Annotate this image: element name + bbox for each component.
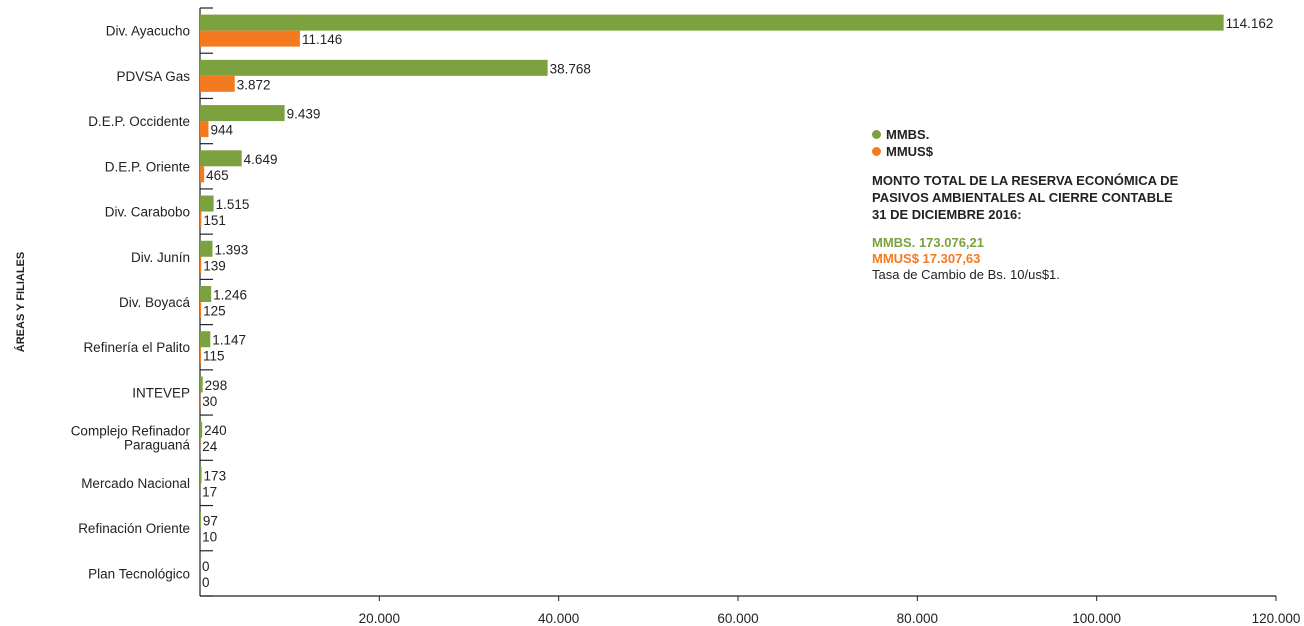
category-label: D.E.P. Oriente (105, 159, 190, 174)
category-label-line: Complejo Refinador (71, 424, 191, 439)
bar-mmus (200, 121, 209, 138)
bar-mmbs (200, 14, 1224, 31)
category-label: Plan Tecnológico (88, 566, 190, 581)
chart-bars (200, 14, 1224, 545)
data-label-mmbs: 9.439 (287, 107, 321, 122)
bar-mmbs (200, 286, 212, 302)
legend-swatch-mmus (872, 147, 881, 156)
category-label: Complejo Refinador Paraguaná (71, 424, 191, 453)
data-label-mmus: 3.872 (237, 77, 271, 92)
category-label: Div. Ayacucho (106, 24, 190, 39)
data-label-mmbs: 1.246 (213, 288, 247, 303)
chart-labels: Div. Ayacucho 114.162 11.146 PDVSA Gas 38.76… (71, 16, 1274, 590)
x-tick-label: 100.000 (1072, 611, 1121, 626)
y-axis-title: ÁREAS Y FILIALES (14, 252, 27, 352)
data-label-mmbs: 1.515 (216, 197, 250, 212)
legend-label-mmus: MMUS$ (886, 143, 933, 159)
bar-mmus (200, 75, 235, 92)
category-label: INTEVEP (132, 385, 190, 400)
bar-mmbs (200, 376, 203, 393)
bar-mmbs (200, 150, 242, 167)
data-label-mmus: 11.146 (302, 32, 342, 47)
category-label: Refinación Oriente (78, 521, 190, 536)
category-label: Mercado Nacional (81, 476, 190, 491)
bar-mmbs (200, 105, 285, 122)
data-label-mmbs: 1.393 (214, 242, 248, 257)
data-label-mmus: 10 (202, 530, 217, 545)
category-label: Div. Carabobo (105, 205, 190, 220)
data-label-mmus: 17 (202, 484, 217, 499)
data-label-mmbs: 1.147 (212, 333, 246, 348)
x-tick-label: 60.000 (717, 611, 758, 626)
bar-mmus (200, 302, 202, 318)
chart-info-panel: MMBS. MMUS$ MONTO TOTAL DE LA RESERVA EC… (872, 126, 1202, 283)
info-title: MONTO TOTAL DE LA RESERVA ECONÓMICA DE P… (872, 172, 1202, 223)
data-label-mmbs: 240 (204, 423, 227, 438)
total-bs: MMBS. 173.076,21 (872, 235, 985, 250)
bar-mmbs (200, 195, 214, 212)
data-label-mmbs: 97 (203, 514, 218, 529)
data-label-mmbs: 0 (202, 559, 210, 574)
exchange-rate: Tasa de Cambio de Bs. 10/us$1. (872, 267, 1060, 282)
data-label-mmus: 115 (203, 349, 225, 364)
data-label-mmus: 125 (203, 304, 226, 319)
x-tick-label: 20.000 (359, 611, 400, 626)
legend-label-mmbs: MMBS. (886, 126, 930, 142)
bar-mmus (200, 166, 205, 183)
info-title-line: PASIVOS AMBIENTALES AL CIERRE CONTABLE (872, 190, 1173, 205)
info-title-line: MONTO TOTAL DE LA RESERVA ECONÓMICA DE (872, 173, 1179, 188)
data-label-mmus: 465 (206, 168, 229, 183)
legend-item-mmbs: MMBS. (872, 126, 1202, 143)
bar-mmus (200, 347, 202, 364)
bar-mmbs (200, 466, 202, 483)
data-label-mmbs: 4.649 (244, 152, 278, 167)
data-label-mmus: 30 (202, 394, 217, 409)
category-label: D.E.P. Occidente (88, 114, 190, 129)
category-label: Div. Junín (131, 250, 190, 265)
x-tick-label: 120.000 (1252, 611, 1301, 626)
data-label-mmus: 944 (210, 123, 233, 138)
bar-mmus (200, 30, 300, 47)
bar-mmbs (200, 421, 203, 438)
data-label-mmus: 0 (202, 575, 210, 590)
category-label-line: Paraguaná (124, 438, 191, 453)
category-label: PDVSA Gas (116, 69, 190, 84)
total-usd: MMUS$ 17.307,63 (872, 251, 981, 266)
legend-swatch-mmbs (872, 130, 881, 139)
bar-mmus (200, 211, 202, 228)
bar-mmus (200, 256, 202, 273)
x-tick-label: 40.000 (538, 611, 579, 626)
data-label-mmbs: 114.162 (1226, 16, 1274, 31)
data-label-mmbs: 298 (205, 378, 228, 393)
bar-mmbs (200, 331, 211, 348)
info-title-line: 31 DE DICIEMBRE 2016: (872, 207, 1022, 222)
bar-mmbs (200, 512, 201, 529)
bar-mmbs (200, 240, 213, 257)
x-tick-label: 80.000 (897, 611, 938, 626)
data-label-mmus: 24 (202, 439, 218, 454)
data-label-mmus: 151 (203, 213, 226, 228)
data-label-mmbs: 173 (204, 468, 227, 483)
legend-item-mmus: MMUS$ (872, 143, 1202, 160)
bar-mmbs (200, 59, 548, 76)
chart-axes: 20.000 40.000 60.000 80.000 100.000 120.000 ÁR… (14, 7, 1301, 626)
category-label: Div. Boyacá (119, 295, 191, 310)
data-label-mmus: 139 (203, 258, 226, 273)
data-label-mmbs: 38.768 (550, 61, 591, 76)
category-label: Refinería el Palito (83, 340, 190, 355)
